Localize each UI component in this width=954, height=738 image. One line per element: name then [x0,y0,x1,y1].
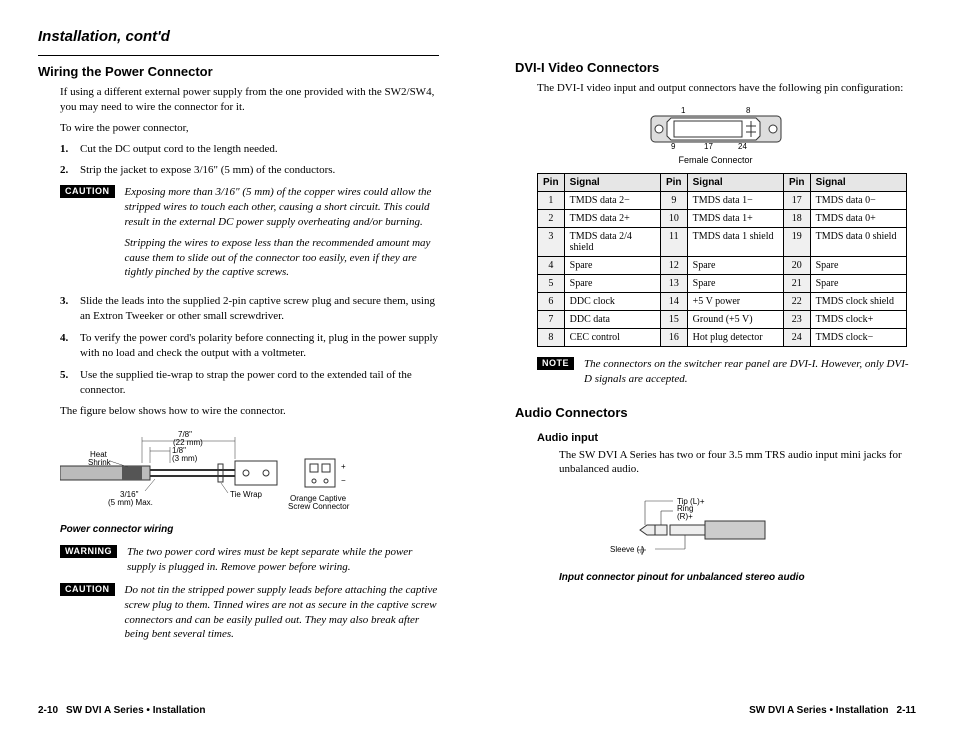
audio-text: The SW DVI A Series has two or four 3.5 … [559,448,916,478]
footer-title: SW DVI A Series • Installation [749,705,888,716]
caution-callout-2: CAUTION Do not tin the stripped power su… [60,583,439,642]
heading-audio: Audio Connectors [515,405,916,420]
fig-caption: Power connector wiring [60,524,439,535]
caution-callout-1: CAUTION Exposing more than 3/16" (5 mm) … [60,185,439,286]
step: Use the supplied tie-wrap to strap the p… [60,368,439,398]
steps-list-2: Slide the leads into the supplied 2-pin … [60,294,439,404]
dvi-pinout-table: Pin Signal Pin Signal Pin Signal 1TMDS d… [537,173,907,347]
footer-left: 2-10 SW DVI A Series • Installation [38,695,439,716]
audio-caption: Input connector pinout for unbalanced st… [559,572,916,583]
table-row: 6DDC clock14+5 V power22TMDS clock shiel… [538,292,907,310]
table-row: 5Spare13Spare21Spare [538,274,907,292]
table-row: 4Spare12Spare20Spare [538,256,907,274]
table-row: 1TMDS data 2−9TMDS data 1−17TMDS data 0− [538,191,907,209]
step: Cut the DC output cord to the length nee… [60,142,439,157]
heading-wiring: Wiring the Power Connector [38,64,439,79]
warning-label: WARNING [60,545,117,558]
svg-text:Screw Connector: Screw Connector [288,502,350,511]
heading-dvi: DVI-I Video Connectors [515,60,916,75]
section-title: Installation, cont'd [38,28,439,45]
intro-text-2: To wire the power connector, [60,121,439,136]
note-text: The connectors on the switcher rear pane… [584,357,916,387]
step: Slide the leads into the supplied 2-pin … [60,294,439,324]
page-right: DVI-I Video Connectors The DVI-I video i… [477,0,954,738]
power-wiring-figure: + − 7/8" (22 mm) 1/8" (3 mm) Heat Shrink… [60,431,439,514]
fig-intro: The figure below shows how to wire the c… [60,404,439,419]
table-row: 8CEC control16Hot plug detector24TMDS cl… [538,328,907,346]
footer-title: SW DVI A Series • Installation [66,705,205,716]
footer-right: SW DVI A Series • Installation 2-11 [515,695,916,716]
page-left: Installation, cont'd Wiring the Power Co… [0,0,477,738]
warning-callout: WARNING The two power cord wires must be… [60,545,439,575]
svg-text:Shrink: Shrink [88,458,112,467]
svg-text:Sleeve ( ): Sleeve ( ) [610,545,645,554]
caution-text-2: Do not tin the stripped power supply lea… [125,583,440,642]
svg-text:8: 8 [746,106,751,115]
note-callout: NOTE The connectors on the switcher rear… [537,357,916,387]
svg-text:+: + [341,462,346,471]
page-number: 2-11 [897,705,916,716]
page-number: 2-10 [38,705,58,716]
svg-text:(3 mm): (3 mm) [172,454,198,463]
svg-text:(5 mm) Max.: (5 mm) Max. [108,498,153,507]
dvi-connector-label: Female Connector [515,155,916,165]
svg-text:1: 1 [681,106,686,115]
svg-text:Tie Wrap: Tie Wrap [230,490,263,499]
table-header-row: Pin Signal Pin Signal Pin Signal [538,173,907,191]
dvi-intro: The DVI-I video input and output connect… [537,81,916,96]
warning-text: The two power cord wires must be kept se… [127,545,439,575]
steps-list-1: Cut the DC output cord to the length nee… [60,142,439,186]
step: Strip the jacket to expose 3/16" (5 mm) … [60,163,439,178]
caution-label: CAUTION [60,185,115,198]
intro-text: If using a different external power supp… [60,85,439,115]
trs-figure: Tip (L)+ Ring (R)+ Sleeve ( ) [595,489,916,562]
table-row: 3TMDS data 2/4 shield11TMDS data 1 shiel… [538,227,907,256]
svg-text:(R)+: (R)+ [677,512,693,521]
rule [38,55,439,56]
caution-label-2: CAUTION [60,583,115,596]
table-row: 2TMDS data 2+10TMDS data 1+18TMDS data 0… [538,209,907,227]
svg-text:9: 9 [671,142,676,150]
heading-audio-input: Audio input [537,432,916,444]
svg-text:24: 24 [738,142,747,150]
step: To verify the power cord's polarity befo… [60,331,439,361]
table-row: 7DDC data15Ground (+5 V)23TMDS clock+ [538,310,907,328]
svg-text:−: − [341,476,346,485]
caution-text: Exposing more than 3/16" (5 mm) of the c… [125,185,440,286]
dvi-connector-figure: 1 8 9 17 24 Female Connector [515,106,916,165]
svg-text:17: 17 [704,142,713,150]
note-label: NOTE [537,357,574,370]
